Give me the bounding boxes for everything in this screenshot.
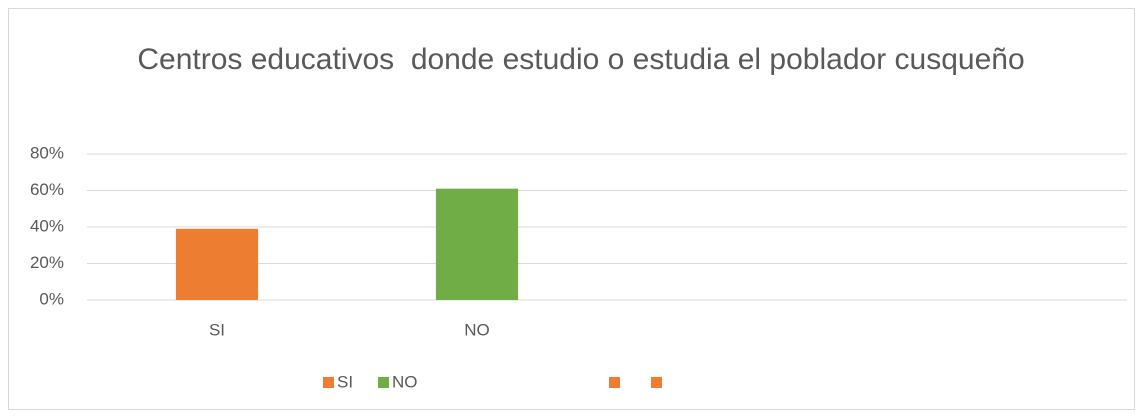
y-tick-label: 20% bbox=[30, 253, 64, 272]
chart-title: Centros educativos donde estudio o estud… bbox=[137, 43, 1025, 76]
legend-label: NO bbox=[392, 372, 418, 391]
y-tick-label: 80% bbox=[30, 143, 64, 162]
x-tick-label: NO bbox=[464, 320, 490, 339]
legend-swatch bbox=[378, 377, 389, 388]
y-tick-label: 40% bbox=[30, 216, 64, 235]
chart-frame bbox=[8, 8, 1135, 410]
bar bbox=[435, 188, 519, 300]
legend-swatch bbox=[609, 377, 620, 388]
y-tick-label: 0% bbox=[39, 289, 64, 308]
bar bbox=[175, 228, 259, 300]
legend-swatch bbox=[323, 377, 334, 388]
y-tick-label: 60% bbox=[30, 180, 64, 199]
legend-label: SI bbox=[337, 372, 353, 391]
x-tick-label: SI bbox=[209, 320, 225, 339]
legend-swatch bbox=[651, 377, 662, 388]
